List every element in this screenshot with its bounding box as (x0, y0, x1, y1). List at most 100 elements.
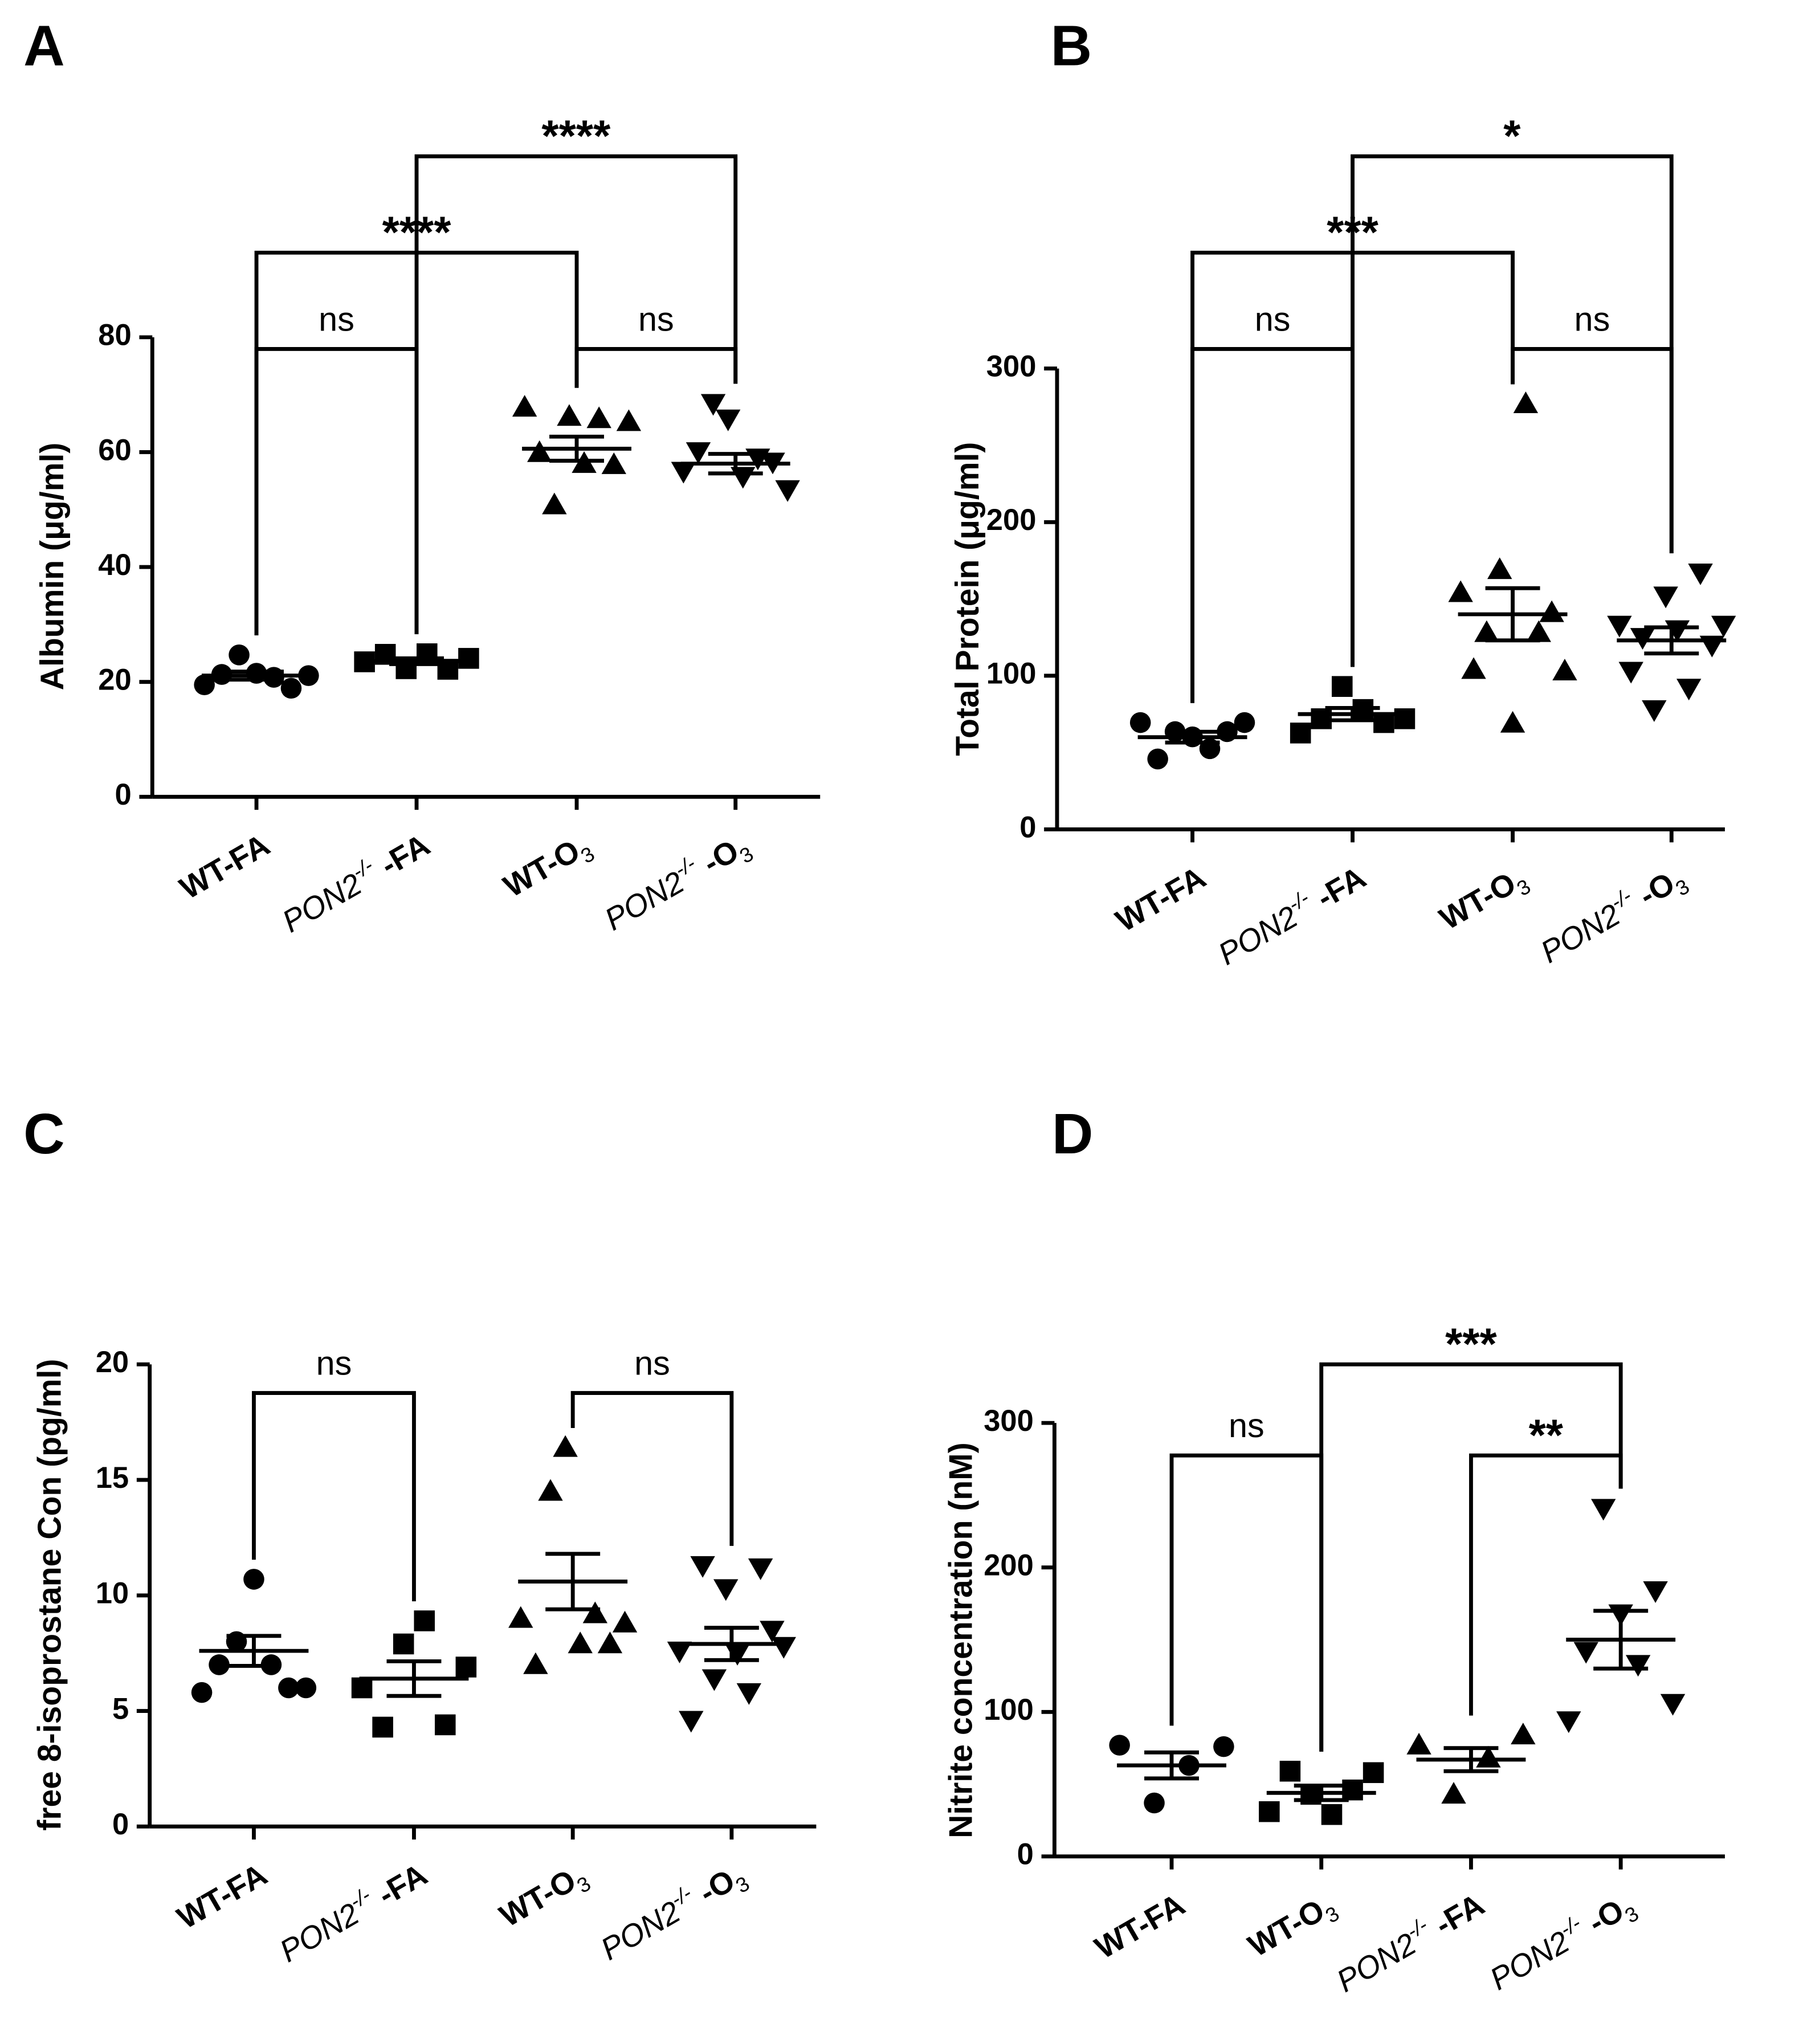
label-part: -O (686, 1862, 741, 1915)
data-point (736, 1683, 762, 1705)
data-point (508, 1606, 533, 1628)
significance-label: ns (634, 1344, 670, 1382)
significance-bracket (254, 346, 419, 636)
label-part: PON2 (1535, 897, 1626, 970)
y-tick-label: 5 (112, 1692, 129, 1725)
significance-label: ** (1529, 1411, 1564, 1460)
x-tick-label: WT-FA (1089, 1886, 1191, 1965)
label-part: PON2 (1484, 1924, 1575, 1997)
x-tick-label: WT-O3 (497, 827, 598, 909)
data-point (775, 480, 800, 502)
data-point (1653, 586, 1678, 609)
y-tick-label: 300 (986, 350, 1037, 383)
label-part: -O (1625, 865, 1680, 917)
data-point (568, 1631, 593, 1654)
data-point (1643, 1581, 1668, 1603)
data-point (538, 1479, 563, 1501)
data-point (1406, 1732, 1431, 1755)
data-point (586, 406, 611, 429)
data-point (1213, 1736, 1234, 1757)
y-tick-label: 0 (1017, 1838, 1034, 1871)
data-point (557, 404, 582, 426)
data-point (1625, 1655, 1651, 1677)
data-point (191, 1682, 213, 1703)
data-point (1147, 748, 1168, 770)
y-tick-label: 15 (96, 1461, 129, 1495)
x-tick-label: WT-O3 (493, 1857, 594, 1939)
data-point (1476, 1745, 1501, 1768)
data-point (725, 1643, 750, 1666)
label-part: WT-O (493, 1862, 582, 1933)
x-tick-label: PON2-/- -O3 (593, 1854, 753, 1972)
data-point (1290, 723, 1311, 744)
data-point (1539, 600, 1564, 622)
data-point (771, 1637, 796, 1659)
label-part: -FA (367, 827, 436, 887)
data-point (1448, 580, 1473, 602)
y-tick-label: 20 (98, 663, 131, 697)
data-point (1676, 679, 1702, 701)
data-point (1363, 1762, 1384, 1784)
significance-label: ns (1255, 300, 1291, 338)
data-point (1259, 1801, 1280, 1822)
data-point (597, 1631, 623, 1654)
significance-bracket (570, 1391, 734, 1546)
data-point (1642, 700, 1667, 722)
label-part: -FA (364, 1857, 433, 1916)
significance-label: ns (638, 300, 674, 338)
data-point (527, 440, 552, 462)
data-point (616, 409, 642, 431)
label-part: WT-FA (174, 827, 276, 906)
data-point (435, 1714, 456, 1736)
data-point (414, 1610, 435, 1631)
label-part: WT-O (1433, 865, 1521, 936)
panel-label: C (23, 1102, 65, 1166)
data-point (1441, 1782, 1466, 1804)
data-point (1144, 1792, 1165, 1814)
x-tick-label: WT-O3 (1242, 1886, 1343, 1968)
data-point (690, 1556, 715, 1578)
data-point (701, 1669, 727, 1691)
significance-bracket (1469, 1453, 1623, 1716)
data-point (280, 678, 302, 699)
data-point (1573, 1642, 1598, 1664)
data-point (1526, 620, 1551, 642)
data-point (760, 1621, 785, 1643)
data-point (1591, 1499, 1616, 1521)
x-tick-label: WT-FA (171, 1857, 273, 1936)
y-axis-label: Total Protein (μg/ml) (949, 442, 986, 756)
label-part: -O (690, 833, 745, 885)
data-point (612, 1610, 638, 1633)
data-point (1234, 712, 1255, 733)
y-axis-label: free 8-isoprostane Con (pg/ml) (31, 1359, 68, 1831)
data-point (601, 452, 626, 474)
panel-label: A (23, 14, 65, 77)
data-point (1332, 676, 1353, 697)
x-tick-label: PON2-/- -FA (275, 824, 436, 939)
panel-label: B (1051, 14, 1092, 77)
data-point (1342, 1779, 1363, 1801)
y-tick-label: 200 (986, 503, 1037, 537)
data-point (1556, 1711, 1581, 1733)
data-point (1461, 657, 1486, 679)
y-tick-label: 200 (984, 1549, 1034, 1582)
label-part: PON2 (598, 864, 690, 937)
significance-bracket (1169, 1453, 1324, 1752)
data-point (686, 442, 711, 464)
data-point (1552, 659, 1577, 681)
y-tick-label: 300 (984, 1404, 1034, 1438)
data-point (713, 1579, 739, 1601)
significance-bracket (252, 1391, 416, 1602)
label-part: PON2 (1331, 1926, 1422, 1999)
data-point (351, 1677, 373, 1699)
y-axis-label: Albumin (μg/ml) (34, 443, 71, 691)
data-point (229, 644, 250, 666)
data-point (243, 1569, 264, 1590)
data-point (542, 492, 567, 515)
data-point (1688, 563, 1713, 585)
data-point (1660, 1694, 1686, 1716)
significance-label: *** (1445, 1320, 1497, 1369)
x-tick-label: PON2-/- -FA (1329, 1883, 1490, 1998)
